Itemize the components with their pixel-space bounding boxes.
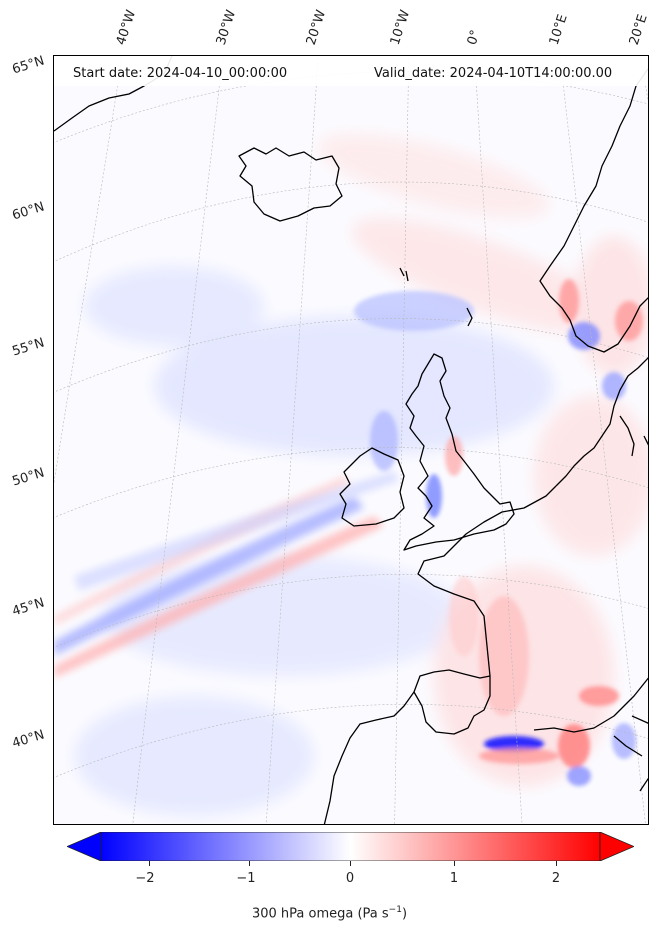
start-date-label: Start date: 2024-04-10_00:00:00 bbox=[73, 66, 288, 81]
colorbar-tick-mark bbox=[249, 861, 250, 866]
colorbar-tick-label: −2 bbox=[135, 871, 155, 886]
colorbar-extend-low bbox=[67, 832, 102, 861]
colorbar-tick-label: −1 bbox=[236, 871, 256, 886]
valid-date-label: Valid_date: 2024-04-10T14:00:00.00 bbox=[374, 66, 613, 81]
lat-label-40n: 40°N bbox=[10, 727, 47, 752]
lon-label-0: 0° bbox=[464, 28, 484, 47]
lat-label-55n: 55°N bbox=[10, 335, 47, 360]
ireland-coast bbox=[339, 447, 405, 527]
colorbar bbox=[67, 832, 634, 861]
lat-label-45n: 45°N bbox=[10, 595, 47, 620]
coastlines bbox=[54, 56, 648, 824]
iberia-coast bbox=[413, 669, 491, 735]
colorbar-tick-mark bbox=[350, 861, 351, 866]
lat-label-65n: 65°N bbox=[10, 53, 47, 78]
lon-label-40w: 40°W bbox=[113, 8, 140, 47]
colorbar-tick-mark bbox=[556, 861, 557, 866]
iceland-coast bbox=[238, 147, 343, 222]
header-bar bbox=[54, 56, 648, 86]
colorbar-title-text: 300 hPa omega (Pa s bbox=[251, 906, 389, 922]
lat-label-60n: 60°N bbox=[10, 199, 47, 224]
omega-local-features bbox=[354, 279, 643, 786]
lon-label-20w: 20°W bbox=[303, 8, 330, 47]
colorbar-title-unit-exponent: −1 bbox=[388, 905, 402, 915]
colorbar-tick-label: 0 bbox=[345, 871, 355, 886]
lon-label-20e: 20°E bbox=[626, 12, 651, 48]
graticule bbox=[54, 56, 648, 824]
lon-label-10w: 10°W bbox=[387, 8, 414, 47]
colorbar-tick-label: 1 bbox=[449, 871, 459, 886]
colorbar-title-close: ) bbox=[401, 906, 408, 922]
great-britain-coast bbox=[403, 353, 515, 551]
scandinavia-coast bbox=[539, 67, 648, 353]
colorbar-gradient bbox=[100, 832, 601, 861]
omega-broad-shading bbox=[74, 133, 648, 816]
colorbar-tick-mark bbox=[149, 861, 150, 866]
lon-label-30w: 30°W bbox=[213, 8, 240, 47]
lat-label-50n: 50°N bbox=[10, 465, 47, 490]
africa-coast bbox=[533, 677, 648, 792]
colorbar-extend-high bbox=[599, 832, 634, 861]
colorbar-tick-mark bbox=[454, 861, 455, 866]
omega-field bbox=[54, 56, 648, 824]
map-panel[interactable] bbox=[53, 55, 649, 825]
europe-coast bbox=[417, 485, 557, 677]
omega-jet-band bbox=[54, 471, 399, 678]
colorbar-tick-label: 2 bbox=[551, 871, 561, 886]
lon-label-10e: 10°E bbox=[546, 12, 571, 48]
colorbar-title: 300 hPa omega (Pa s−1) bbox=[0, 905, 659, 921]
